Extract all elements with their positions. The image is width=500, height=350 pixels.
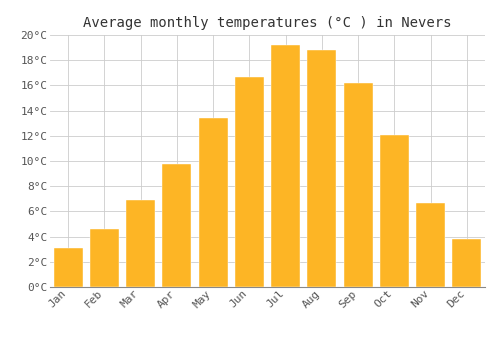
Bar [380, 134, 409, 287]
Bar [308, 50, 336, 287]
Bar [162, 163, 192, 287]
Bar [126, 200, 155, 287]
Bar [90, 229, 119, 287]
Title: Average monthly temperatures (°C ) in Nevers: Average monthly temperatures (°C ) in Ne… [83, 16, 452, 30]
Bar [54, 248, 82, 287]
Bar [235, 77, 264, 287]
Bar [198, 118, 228, 287]
Bar [344, 83, 372, 287]
Bar [416, 203, 445, 287]
Bar [452, 239, 482, 287]
Bar [271, 45, 300, 287]
